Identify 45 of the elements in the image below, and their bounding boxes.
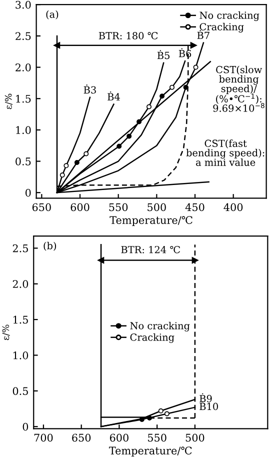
x-tick-label: 700 (34, 434, 53, 442)
y-tick-label: 0.5 (16, 157, 31, 166)
series-label: Ḃ4 (108, 91, 120, 100)
series-label: Ḃ3 (84, 84, 96, 94)
y-tick-label: 2.5 (16, 32, 31, 40)
y-tick-label: 0 (22, 422, 28, 431)
series-label: Ḃ7 (197, 30, 210, 39)
annotation: BTR: 180 ℃ (98, 32, 158, 40)
legend-label: No cracking (130, 322, 190, 332)
y-tick-label: 1.5 (16, 94, 31, 103)
annotation: BTR: 124 ℃ (121, 246, 180, 254)
y-tick-label: 2.0 (12, 280, 28, 288)
x-tick-label: 650 (32, 203, 51, 212)
annotation: CST(slow bending speed)/ (%•℃$^{−1}$): 9.69×10$^{−8}$ (213, 66, 264, 112)
legend-label: Cracking (200, 22, 244, 32)
y-tick-label: 1.0 (13, 351, 28, 360)
series-label: Ḃ5 (157, 50, 170, 60)
series-label: Ḃ6 (178, 48, 192, 58)
annotation: (b) (44, 242, 56, 251)
y-tick-label: 1.5 (13, 316, 28, 324)
x-tick-label: 500 (148, 203, 166, 212)
x-tick-label: 600 (70, 203, 90, 212)
x-tick-label: 600 (110, 434, 128, 442)
x-axis-title: Temperature/℃ (110, 216, 192, 226)
x-tick-label: 500 (186, 434, 204, 442)
y-tick-label: 0 (26, 188, 31, 197)
y-tick-label: 0.5 (12, 387, 28, 396)
legend-label: Cracking (130, 333, 174, 343)
x-axis-title: Temperature/℃ (109, 446, 192, 457)
series-label: Ḃ10 (200, 401, 218, 410)
series-label: Ḃ9 (200, 393, 212, 402)
x-tick-label: 650 (72, 434, 91, 442)
x-tick-label: 400 (224, 203, 243, 212)
y-axis-title: ε/% (4, 94, 12, 110)
x-tick-label: 550 (109, 203, 128, 212)
y-tick-label: 2.0 (16, 63, 31, 72)
y-axis-title: ε/% (2, 324, 10, 340)
x-tick-label: 450 (185, 203, 204, 212)
x-tick-label: 550 (148, 434, 166, 442)
annotation: CST(fast bending speed): a mini value (186, 140, 264, 166)
legend-label: No cracking (200, 11, 260, 21)
y-tick-label: 2.5 (12, 244, 28, 252)
annotation: (a) (46, 10, 58, 20)
y-tick-label: 3.0 (16, 0, 31, 9)
y-tick-label: 1.0 (16, 126, 31, 134)
